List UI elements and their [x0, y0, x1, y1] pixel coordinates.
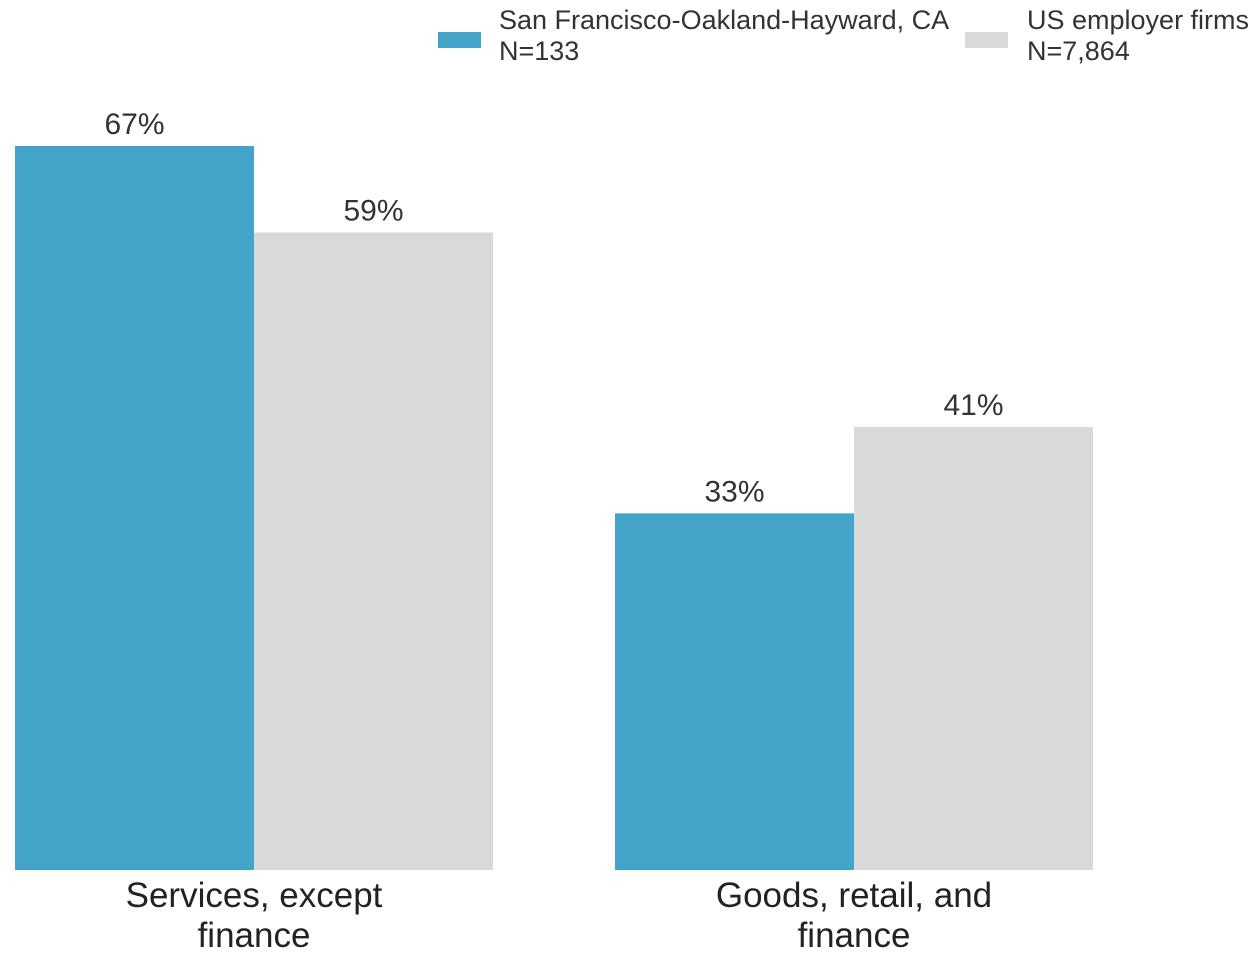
data-label-san-francisco-services-except-finance: 67%	[104, 108, 164, 141]
category-label-goods-retail-and-finance: finance	[798, 916, 911, 953]
data-labels: 67% 59% 33% 41%	[104, 108, 1003, 508]
bar-us-employer-firms-goods-retail-and-finance	[854, 426, 1093, 870]
legend-swatch-us-employer-firms	[965, 32, 1008, 48]
legend-swatch-san-francisco	[438, 32, 481, 48]
bar-san-francisco-services-except-finance	[15, 146, 254, 870]
bar-us-employer-firms-services-except-finance	[254, 232, 493, 870]
legend-item-san-francisco: San Francisco-Oakland-Hayward, CA N=133	[438, 5, 949, 66]
legend-label-san-francisco: San Francisco-Oakland-Hayward, CA	[499, 5, 949, 35]
legend: San Francisco-Oakland-Hayward, CA N=133 …	[438, 5, 1249, 66]
legend-item-us-employer-firms: US employer firms N=7,864	[965, 5, 1249, 66]
data-label-us-employer-firms-goods-retail-and-finance: 41%	[943, 389, 1003, 422]
category-label-services-except-finance: Services, except	[126, 876, 383, 915]
data-label-us-employer-firms-services-except-finance: 59%	[343, 194, 403, 227]
data-label-san-francisco-goods-retail-and-finance: 33%	[704, 475, 764, 508]
category-label-services-except-finance: finance	[198, 916, 311, 953]
bar-san-francisco-goods-retail-and-finance	[615, 513, 854, 870]
category-label-goods-retail-and-finance: Goods, retail, and	[716, 876, 992, 915]
legend-sample-san-francisco: N=133	[499, 36, 579, 66]
bars	[15, 146, 1093, 870]
legend-sample-us-employer-firms: N=7,864	[1027, 36, 1130, 66]
legend-label-us-employer-firms: US employer firms	[1027, 5, 1249, 35]
